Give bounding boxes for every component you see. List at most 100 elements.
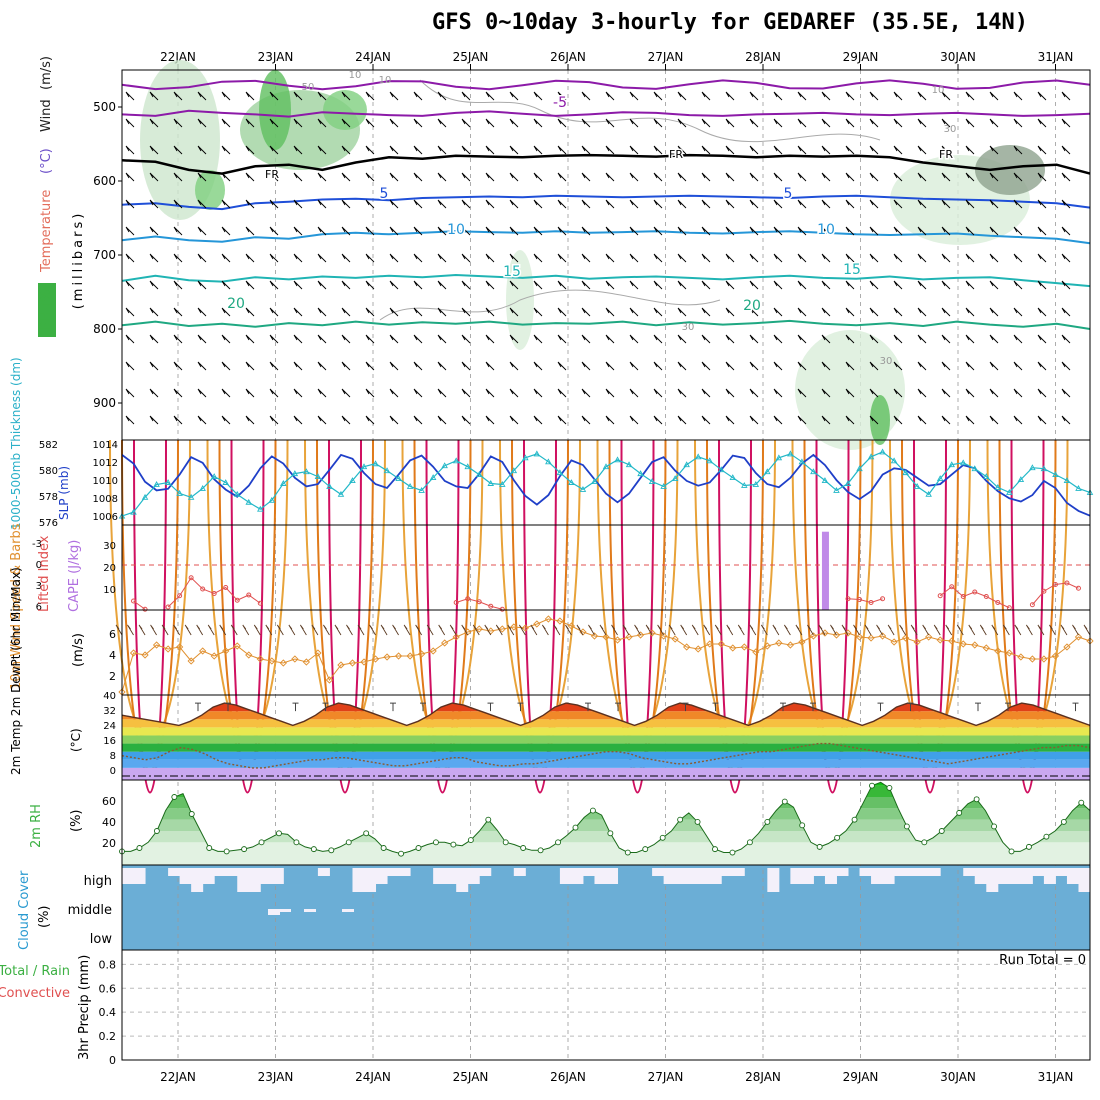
- wind-barb: [869, 91, 879, 101]
- surface-wind-barb: [807, 624, 814, 636]
- minmax-marker: [1072, 702, 1079, 712]
- thickness-marker: [199, 484, 206, 491]
- pressure-tick-label: 900: [93, 396, 116, 410]
- wind-speed-marker: [671, 635, 679, 643]
- isotherm-label: 5: [380, 186, 389, 202]
- wind-barb: [629, 280, 639, 290]
- wind-barb: [341, 118, 351, 128]
- wind-barb: [965, 388, 975, 398]
- wind-speed-marker: [602, 633, 610, 641]
- wind-barb: [533, 253, 543, 263]
- wind-barb: [389, 253, 399, 263]
- wind-barb: [149, 253, 159, 263]
- isotherm-label: FR: [265, 168, 279, 181]
- wind-speed-marker: [452, 633, 460, 641]
- lifted-index-marker: [476, 599, 482, 605]
- rh-marker: [1026, 843, 1032, 850]
- isotherm-line: [121, 273, 1091, 288]
- wind-barb: [941, 145, 951, 155]
- wind-barb: [749, 226, 759, 236]
- thickness-marker: [141, 493, 149, 500]
- wind-barb: [797, 253, 807, 263]
- wind-barb: [509, 118, 519, 128]
- wind-speed-marker: [855, 633, 864, 641]
- thickness-marker: [464, 463, 471, 470]
- high-cloud-gap: [986, 868, 999, 892]
- surface-wind-barb: [1037, 624, 1045, 636]
- wind-barb: [173, 226, 183, 236]
- rh-contour-label: 10: [379, 75, 392, 86]
- wind-barb: [1061, 253, 1071, 263]
- wind-barb: [677, 199, 687, 209]
- surface-wind-barb: [161, 624, 169, 636]
- wind-speed-marker: [302, 658, 311, 666]
- wind-barb: [581, 388, 591, 398]
- surface-wind-barb: [611, 624, 618, 636]
- rh-contour-label: 30: [880, 356, 893, 367]
- wind-barb: [197, 145, 207, 155]
- wind-barb: [893, 118, 903, 128]
- wind-barb: [869, 226, 879, 236]
- isotherm-label: 10: [817, 222, 835, 238]
- temp-tick-label: 32: [103, 706, 116, 717]
- wind-barb: [701, 280, 711, 290]
- wind-barb: [821, 361, 831, 371]
- wind-barb: [653, 226, 663, 236]
- wind-barb: [437, 334, 447, 344]
- wind-barb: [581, 145, 591, 155]
- thickness-marker: [579, 485, 587, 492]
- rh-contour-label: 10: [349, 70, 362, 81]
- middle-cloud-gap: [279, 909, 291, 912]
- wind-barb: [293, 172, 303, 182]
- thickness-marker: [1017, 476, 1025, 482]
- wind-barb: [1013, 334, 1023, 344]
- wind-barb: [821, 415, 831, 425]
- wind-barb: [917, 361, 927, 371]
- high-cloud-gap: [387, 868, 400, 876]
- wind-speed-marker: [567, 622, 576, 630]
- surface-wind-barb: [288, 624, 296, 636]
- wind-barb: [629, 118, 639, 128]
- thickness-marker: [625, 461, 633, 468]
- wind-barb: [1037, 334, 1047, 344]
- wind-barb: [1061, 361, 1071, 371]
- surface-wind-barb: [795, 624, 803, 636]
- wind-barb: [389, 226, 399, 236]
- thickness-marker: [764, 468, 771, 475]
- wind-barb: [317, 307, 327, 317]
- thickness-marker: [694, 453, 702, 460]
- wind-barb: [677, 145, 687, 155]
- wind-barb: [1061, 199, 1071, 209]
- wind-barb: [941, 415, 951, 425]
- thickness-marker: [372, 460, 379, 467]
- wind-barb: [653, 334, 663, 344]
- wind-barb: [509, 145, 519, 155]
- high-cloud-gap: [1078, 868, 1091, 892]
- li-ylabel: Lifted Index: [37, 535, 52, 612]
- rh-contour-line: [419, 79, 881, 143]
- wind-speed-marker: [867, 634, 875, 642]
- wind-barb: [893, 91, 903, 101]
- wind-barb: [269, 253, 279, 263]
- wind-speed-marker: [1005, 649, 1013, 657]
- high-cloud-gap: [133, 868, 146, 884]
- wind-speed-marker: [590, 632, 599, 640]
- thickness-marker: [280, 480, 287, 486]
- wind-barb: [317, 199, 327, 209]
- temp-band: [122, 719, 1090, 728]
- chart-title: GFS 0~10day 3-hourly for GEDAREF (35.5E,…: [432, 10, 1029, 35]
- wind-barb: [749, 361, 759, 371]
- wind-barb: [1037, 118, 1047, 128]
- isotherm-line: [121, 79, 1091, 91]
- thickness-tick-label: 578: [39, 492, 58, 503]
- wind-barb: [509, 91, 519, 101]
- slp-tick-label: 1012: [93, 458, 118, 469]
- wind-speed-marker: [268, 657, 276, 665]
- surface-wind-barb: [518, 624, 526, 636]
- high-cloud-gap: [894, 868, 907, 876]
- wind-barb: [869, 388, 879, 398]
- isotherm-label: 15: [843, 262, 861, 278]
- wind-barb: [989, 226, 999, 236]
- thickness-marker: [798, 458, 806, 465]
- pressure-tick-label: 500: [93, 100, 116, 114]
